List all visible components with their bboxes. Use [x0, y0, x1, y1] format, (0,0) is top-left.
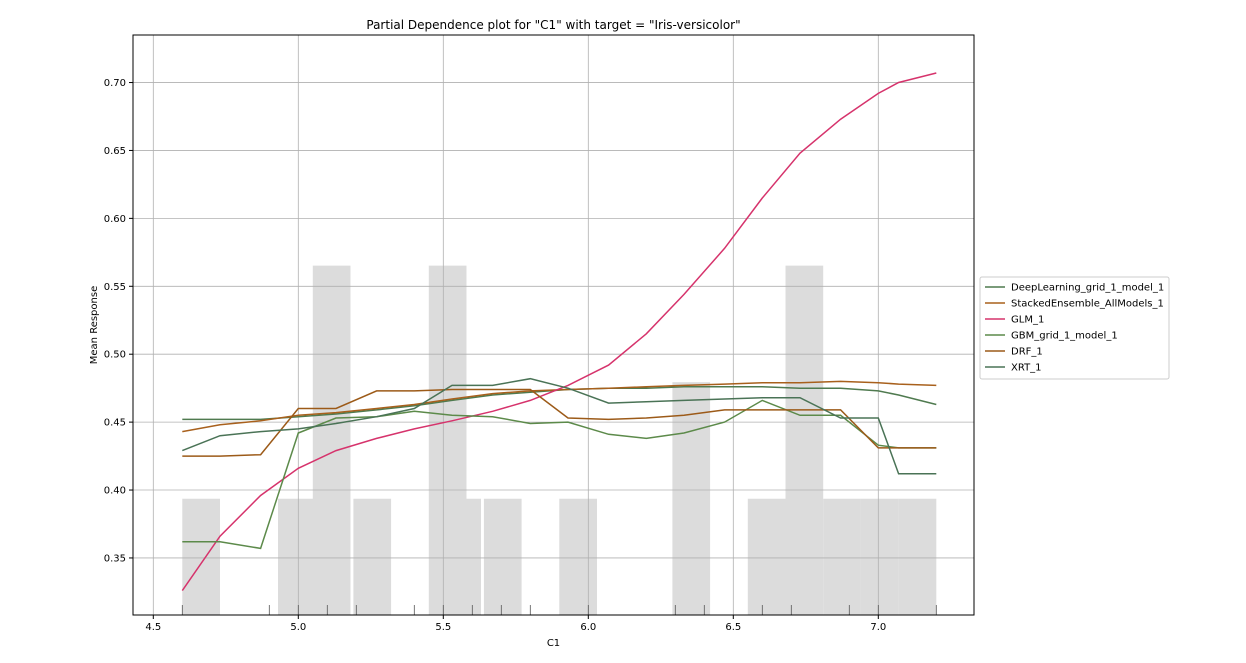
y-tick-label: 0.70 — [104, 78, 126, 89]
histogram-bar — [278, 498, 316, 615]
histogram-bar — [898, 498, 937, 615]
series-lines — [181, 72, 937, 592]
y-tick-label: 0.55 — [104, 282, 126, 293]
y-axis: 0.35 0.40 0.45 0.50 0.55 0.60 0.65 0.70 — [104, 78, 133, 564]
x-tick-label: 4.5 — [145, 622, 161, 633]
legend-label: GLM_1 — [1011, 315, 1044, 326]
x-tick-label: 5.0 — [290, 622, 306, 633]
legend-label: DRF_1 — [1011, 347, 1043, 358]
histogram-bar — [312, 265, 351, 615]
x-tick-label: 7.0 — [870, 622, 886, 633]
legend-label: DeepLearning_grid_1_model_1 — [1011, 283, 1164, 294]
y-tick-label: 0.60 — [104, 214, 126, 225]
histogram-bar — [747, 498, 786, 615]
histogram-bar — [785, 265, 824, 615]
histogram-bar — [443, 498, 481, 615]
x-tick-label: 6.0 — [580, 622, 596, 633]
histogram-bar — [182, 498, 220, 615]
chart-title: Partial Dependence plot for "C1" with ta… — [366, 18, 740, 32]
histogram-bar — [823, 498, 861, 615]
y-tick-label: 0.35 — [104, 553, 126, 564]
legend-label: XRT_1 — [1011, 363, 1042, 374]
grid — [133, 35, 974, 615]
series-line — [182, 380, 937, 433]
series-line — [182, 399, 937, 550]
legend: DeepLearning_grid_1_model_1 StackedEnsemb… — [979, 276, 1170, 380]
x-tick-label: 5.5 — [435, 622, 451, 633]
series-line — [182, 388, 937, 457]
series-line — [182, 377, 937, 475]
legend-label: StackedEnsemble_AllModels_1 — [1011, 299, 1164, 310]
x-axis-label: C1 — [547, 638, 560, 649]
y-axis-label: Mean Response — [89, 286, 100, 364]
y-tick-label: 0.65 — [104, 146, 126, 157]
y-tick-label: 0.50 — [104, 350, 126, 361]
plot-frame — [132, 34, 975, 616]
histogram — [182, 265, 937, 615]
histogram-bar — [559, 498, 597, 615]
histogram-bar — [672, 382, 711, 615]
legend-box — [979, 276, 1170, 380]
histogram-bar — [353, 498, 392, 615]
y-tick-label: 0.40 — [104, 486, 126, 497]
rug — [181, 605, 937, 615]
legend-label: GBM_grid_1_model_1 — [1011, 331, 1118, 342]
y-tick-label: 0.45 — [104, 418, 126, 429]
histogram-bar — [860, 498, 899, 615]
histogram-bar — [483, 498, 522, 615]
series-line — [181, 72, 937, 592]
x-tick-label: 6.5 — [725, 622, 741, 633]
x-axis: 4.5 5.0 5.5 6.0 6.5 7.0 — [145, 615, 886, 633]
